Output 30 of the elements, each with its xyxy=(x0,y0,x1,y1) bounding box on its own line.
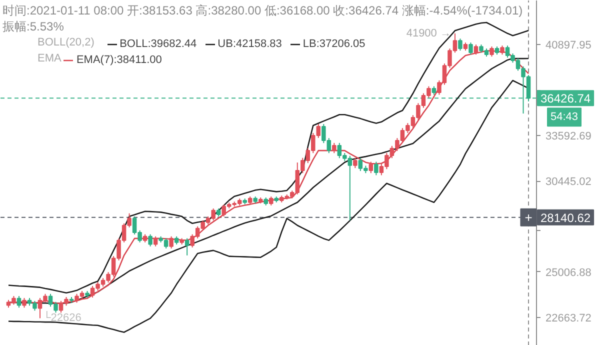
y-tick-label: 22663.72 xyxy=(546,312,592,324)
legend-label: BOLL:39682.44 xyxy=(120,38,197,50)
y-tick-label: 40897.95 xyxy=(546,40,592,52)
ref-line-label: 36426.74 xyxy=(540,92,591,106)
legend-label: LB:37206.05 xyxy=(302,38,366,50)
candlestick xyxy=(368,161,374,174)
annotation: + xyxy=(524,210,532,225)
legend-label: EMA(7):38411.00 xyxy=(76,54,162,66)
candlestick xyxy=(468,42,473,56)
text: 54:43 xyxy=(550,111,578,124)
candlestick xyxy=(353,157,358,169)
candlestick xyxy=(458,38,462,52)
text: 振幅:5.53% xyxy=(2,20,64,34)
y-tick-label: 33592.69 xyxy=(546,130,592,143)
annotation: BOLL(20,2) xyxy=(38,36,94,48)
candlestick xyxy=(169,236,174,249)
annotation: └22626 xyxy=(43,310,82,324)
annotation: EMA xyxy=(38,52,62,64)
annotation: 41900 → xyxy=(406,27,451,40)
y-tick-label: 25006.88 xyxy=(546,266,592,279)
candlestick xyxy=(16,296,22,308)
ref-line-label: 28140.62 xyxy=(540,210,591,225)
candlestick xyxy=(148,234,152,247)
y-tick-label: 30445.02 xyxy=(546,176,592,188)
chart-title: 时间:2021-01-11 08:00 开:38153.63 高:38280.00 低:36168.00 收:36426.74 涨幅:-4.54%(-1734.01) xyxy=(2,4,523,18)
legend-label: UB:42158.83 xyxy=(218,38,282,50)
candlestick xyxy=(153,236,158,247)
candlestick xyxy=(374,161,378,176)
candlestick xyxy=(332,142,336,154)
candlestick xyxy=(184,238,190,256)
